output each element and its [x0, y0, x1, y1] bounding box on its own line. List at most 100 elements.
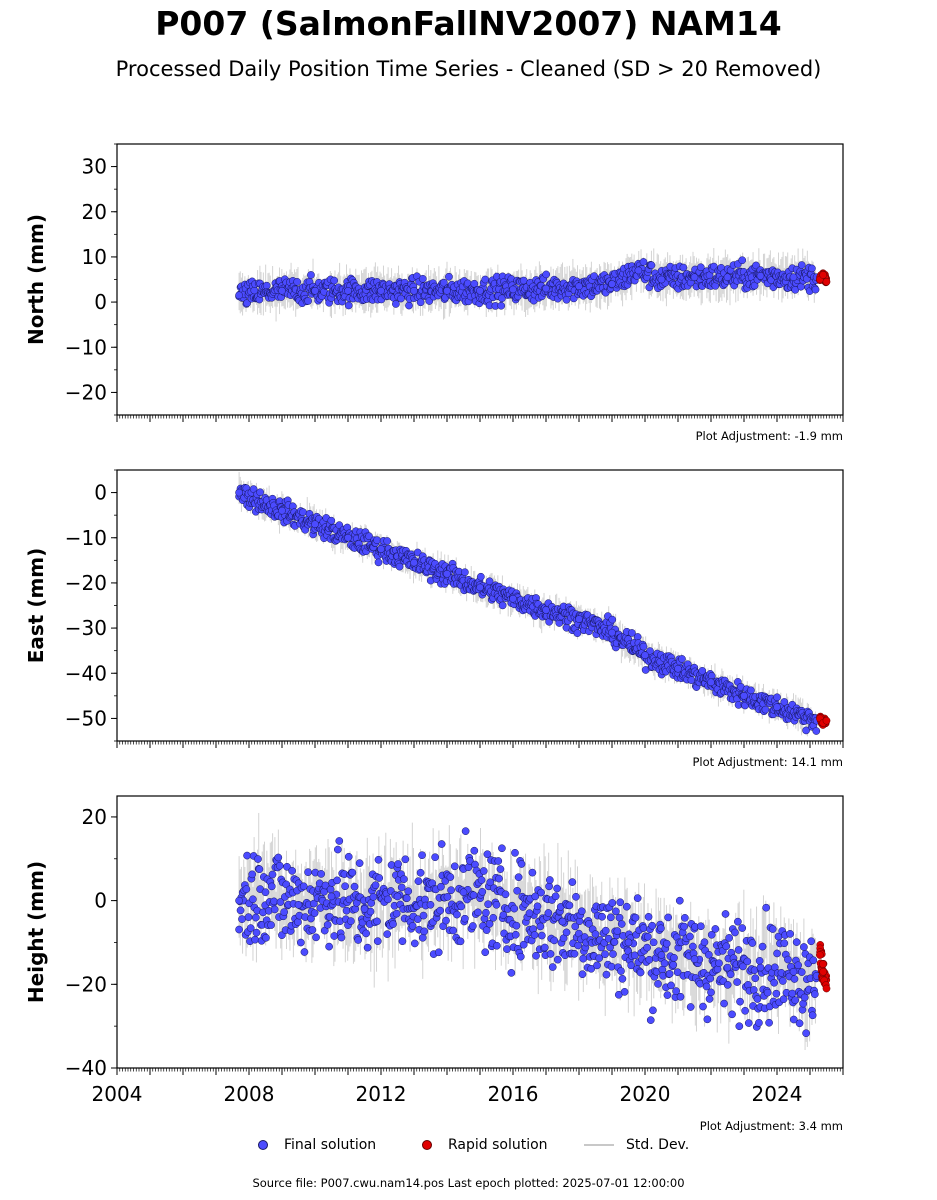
final-point [610, 938, 619, 946]
final-point [702, 982, 711, 991]
final-point [675, 896, 684, 905]
final-point [445, 272, 453, 281]
plot-area [235, 471, 831, 737]
final-point [249, 895, 257, 904]
final-point [731, 928, 739, 937]
final-point [276, 898, 285, 906]
final-point [811, 285, 820, 294]
final-point [735, 1022, 744, 1031]
final-point [807, 937, 816, 946]
final-point [398, 937, 407, 946]
final-point [397, 883, 406, 892]
std-dev-line-icon [584, 1144, 614, 1146]
final-point [278, 286, 286, 295]
final-point [740, 691, 748, 700]
final-point [437, 882, 445, 891]
final-point [495, 874, 503, 883]
final-point [461, 914, 469, 923]
final-point [392, 909, 401, 918]
final-point [344, 301, 353, 310]
final-point [377, 545, 385, 553]
final-point [333, 876, 341, 885]
y-tick-label: −50 [65, 706, 107, 730]
chart-title: P007 (SalmonFallNV2007) NAM14 [155, 4, 782, 43]
final-point [613, 927, 622, 935]
final-point [310, 909, 319, 917]
final-point [507, 969, 516, 977]
final-point [755, 1018, 763, 1027]
final-point [546, 950, 555, 958]
final-point [436, 906, 445, 915]
rapid-solution-points [816, 269, 831, 287]
final-point [511, 849, 519, 857]
legend: Final solution Rapid solution Std. Dev. [0, 1137, 937, 1159]
final-point [795, 1019, 804, 1028]
final-point [485, 577, 494, 586]
final-point [498, 294, 506, 303]
final-point [416, 868, 425, 877]
final-point [330, 276, 339, 285]
final-point [723, 963, 732, 972]
final-point [747, 686, 755, 695]
final-point [762, 903, 771, 912]
final-point [755, 956, 764, 965]
final-point [707, 988, 715, 997]
final-point [617, 920, 626, 928]
final-point [548, 963, 557, 971]
final-point [553, 955, 562, 964]
x-tick-label: 2004 [92, 1082, 143, 1106]
y-tick-label: −10 [65, 526, 107, 550]
final-point [311, 520, 319, 529]
final-point [477, 572, 485, 581]
final-point [369, 893, 378, 901]
final-point [251, 935, 259, 944]
final-point [481, 275, 490, 284]
final-point [354, 936, 363, 944]
final-point [756, 963, 765, 972]
final-point [646, 1016, 655, 1024]
y-tick-label: 20 [82, 805, 107, 829]
final-point [770, 978, 779, 987]
final-point [327, 892, 336, 901]
final-point [278, 506, 286, 515]
final-point [235, 291, 243, 300]
final-point [439, 278, 448, 287]
final-point [643, 932, 652, 941]
final-point [744, 1019, 753, 1027]
rapid-solution-points [816, 941, 831, 993]
final-point [274, 853, 283, 862]
final-point [365, 532, 373, 541]
final-point [578, 970, 587, 979]
final-point [528, 868, 537, 877]
final-point [734, 917, 742, 926]
final-point [235, 896, 243, 905]
source-footer: Source file: P007.cwu.nam14.pos Last epo… [252, 1176, 685, 1190]
final-point [481, 948, 490, 957]
legend-rapid: Rapid solution [422, 1137, 548, 1153]
final-point [756, 272, 765, 280]
final-point [654, 980, 662, 988]
final-point [342, 906, 351, 915]
final-point [405, 301, 413, 310]
final-point [568, 878, 577, 886]
final-point [375, 874, 384, 882]
final-point [689, 942, 697, 951]
final-point [577, 907, 586, 916]
final-point [663, 991, 672, 999]
legend-stddev-label: Std. Dev. [626, 1137, 690, 1153]
final-point [249, 485, 258, 493]
final-point [542, 606, 550, 614]
final-point [593, 961, 601, 970]
final-point [672, 987, 681, 995]
final-point [242, 885, 251, 894]
final-point [321, 881, 330, 890]
final-point [751, 974, 760, 983]
final-point [456, 937, 465, 946]
final-point [616, 898, 625, 907]
y-tick-label: 0 [94, 290, 107, 314]
final-point [479, 867, 488, 875]
final-point [639, 642, 648, 651]
final-point [553, 884, 561, 893]
final-point [628, 629, 636, 637]
final-point [492, 900, 501, 909]
